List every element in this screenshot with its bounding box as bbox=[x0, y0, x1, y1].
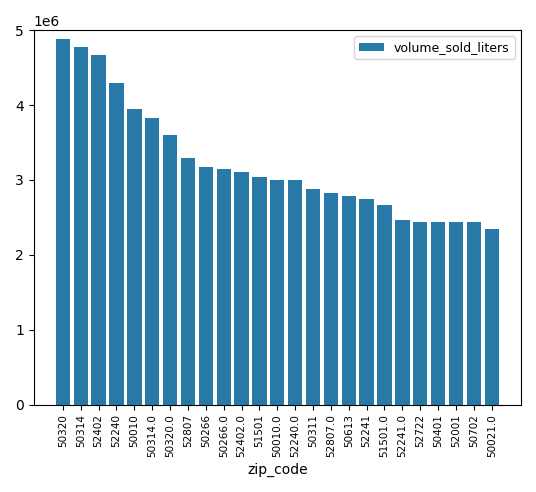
Bar bbox=[377, 205, 392, 404]
Bar bbox=[270, 180, 285, 404]
Bar bbox=[288, 180, 302, 404]
X-axis label: zip_code: zip_code bbox=[247, 463, 308, 477]
Bar bbox=[449, 222, 463, 404]
Bar bbox=[306, 189, 320, 404]
Bar bbox=[181, 158, 195, 404]
Bar bbox=[360, 199, 374, 404]
Bar bbox=[56, 39, 70, 404]
Bar bbox=[109, 83, 124, 404]
Bar bbox=[252, 177, 266, 404]
Bar bbox=[92, 55, 106, 404]
Bar bbox=[341, 196, 356, 404]
Bar bbox=[217, 169, 231, 404]
Bar bbox=[413, 222, 427, 404]
Bar bbox=[145, 118, 159, 404]
Bar bbox=[395, 220, 410, 404]
Bar bbox=[485, 229, 499, 404]
Bar bbox=[431, 222, 445, 404]
Bar bbox=[324, 193, 338, 404]
Bar bbox=[199, 167, 213, 404]
Legend: volume_sold_liters: volume_sold_liters bbox=[354, 36, 515, 60]
Bar bbox=[73, 47, 88, 404]
Bar bbox=[127, 109, 142, 404]
Bar bbox=[163, 135, 177, 404]
Bar bbox=[467, 222, 481, 404]
Bar bbox=[234, 172, 249, 404]
